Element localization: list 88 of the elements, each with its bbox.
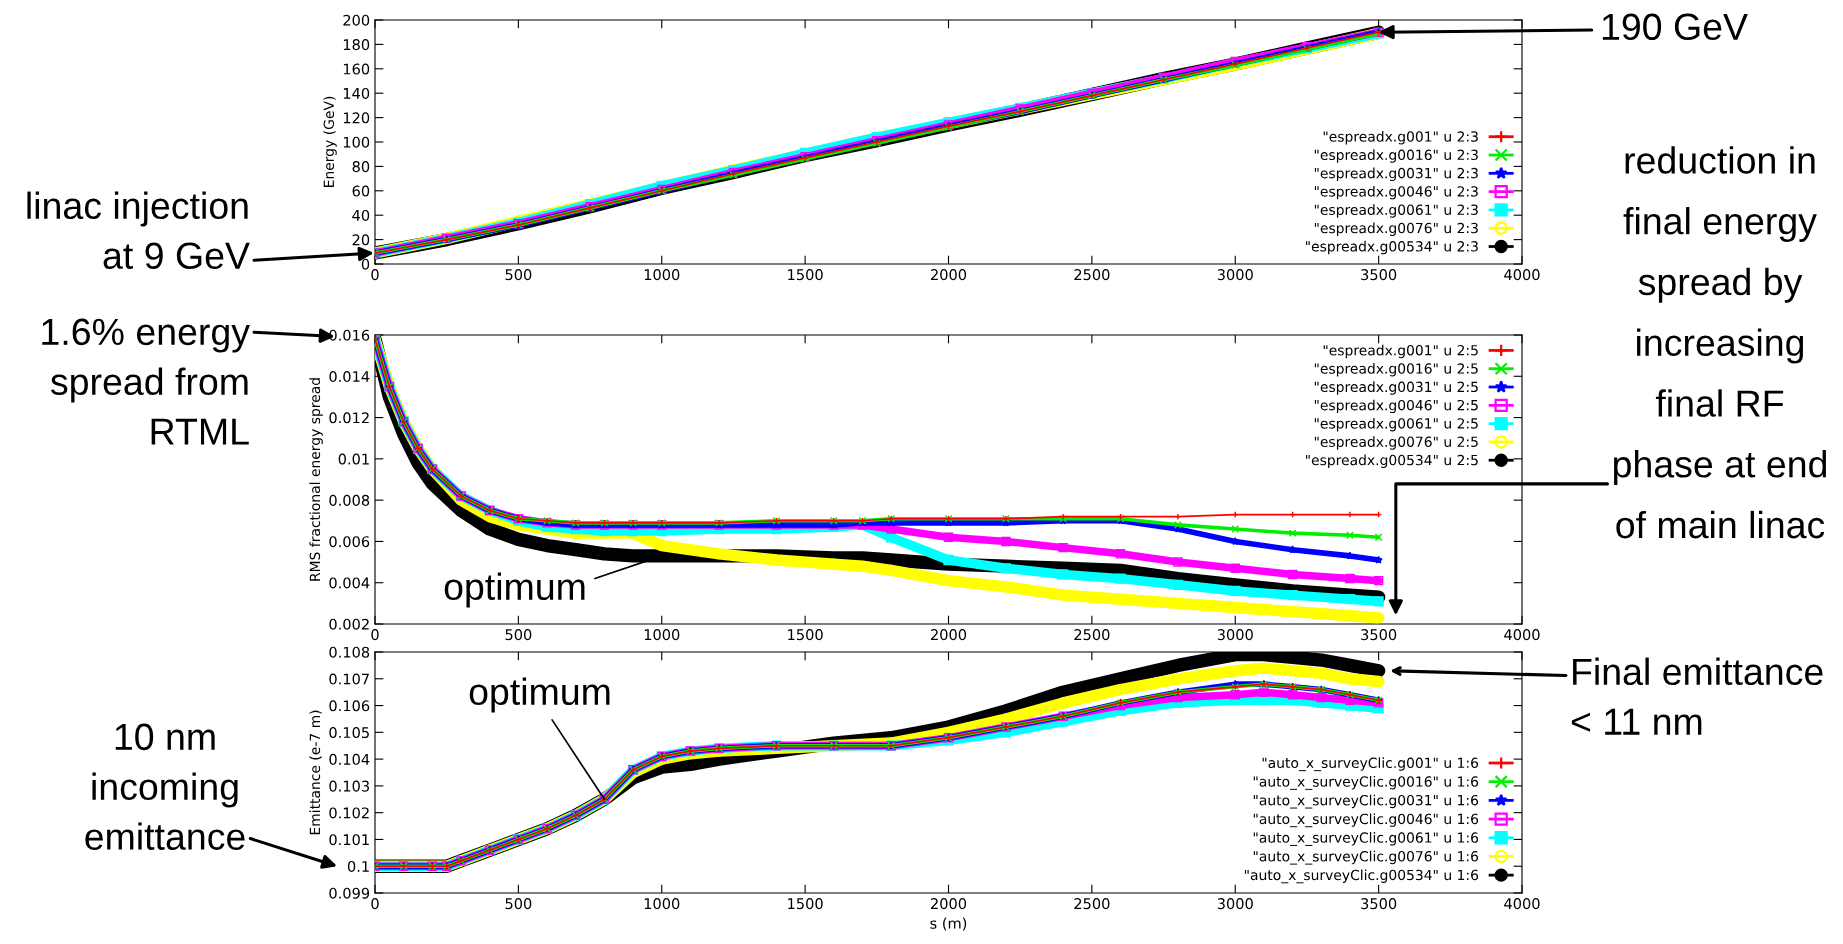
y-tick-label: 0.002 [329, 618, 369, 630]
x-tick-label: 2000 [931, 629, 967, 641]
y-tick-label: 40 [352, 209, 370, 221]
text: 10 nm incoming emittance [85, 723, 245, 850]
x-tick-label: 3000 [1217, 629, 1253, 641]
legend-label: "espreadx.g0046" u 2:3 [1314, 185, 1478, 200]
y-tick-label: 60 [352, 185, 370, 197]
legend-label: "auto_x_surveyClic.g0061" u 1:6 [1253, 832, 1479, 846]
y-tick-label: 0.008 [329, 494, 370, 506]
annotation: optimum [469, 677, 610, 713]
x-tick-label: 1000 [644, 898, 680, 910]
y-tick-label: 0.014 [329, 371, 370, 383]
legend-label: "espreadx.g00534" u 2:3 [1306, 240, 1478, 255]
x-tick-label: 1000 [644, 269, 680, 281]
legend-label: "espreadx.g00534" u 2:5 [1306, 454, 1478, 468]
annotation: optimum [444, 572, 585, 608]
legend-label: "espreadx.g001" u 2:3 [1323, 131, 1478, 145]
y-tick-label: 0.105 [329, 727, 369, 739]
y-tick-label: 0.106 [329, 700, 370, 712]
x-tick-label: 500 [505, 629, 532, 641]
y-tick-label: 0.01 [338, 453, 369, 465]
y-tick-label: 0.006 [329, 536, 370, 548]
x-tick-label: 2000 [931, 269, 967, 281]
legend-label: "espreadx.g0016" u 2:3 [1314, 149, 1478, 163]
x-axis-title: s (m) [930, 917, 967, 931]
x-tick-label: 4000 [1504, 629, 1540, 641]
legend-label: "espreadx.g0031" u 2:3 [1314, 167, 1478, 182]
x-tick-label: 2500 [1074, 269, 1110, 281]
text: linac injection at 9 GeV [27, 191, 250, 270]
x-tick-label: 0 [371, 898, 379, 910]
y-tick-label: 20 [352, 234, 370, 246]
y-tick-label: 0.102 [329, 807, 369, 819]
y-tick-label: 0.104 [329, 753, 370, 765]
legend-label: "auto_x_surveyClic.g0076" u 1:6 [1253, 850, 1479, 865]
text: 1.6% energy spread from RTML [42, 318, 250, 445]
legend-label: "espreadx.g0046" u 2:5 [1314, 399, 1478, 414]
x-tick-label: 1000 [644, 629, 680, 641]
legend-label: "auto_x_surveyClic.g0016" u 1:6 [1253, 776, 1479, 790]
legend-label: "espreadx.g0031" u 2:5 [1314, 381, 1478, 395]
x-tick-label: 3500 [1361, 629, 1397, 641]
y-tick-label: 0.012 [329, 412, 369, 424]
y-tick-label: 0.099 [329, 887, 370, 899]
x-tick-label: 2000 [931, 898, 967, 910]
text: reduction in final energy spread by increasing final RF phase at end of main linac [1614, 146, 1827, 539]
y-tick-label: 0.004 [329, 577, 370, 589]
x-tick-label: 500 [505, 269, 532, 281]
legend-label: "espreadx.g0061" u 2:5 [1314, 417, 1478, 432]
y-tick-label: 120 [343, 112, 370, 124]
x-tick-label: 3000 [1217, 269, 1253, 281]
legend-label: "espreadx.g001" u 2:5 [1323, 344, 1478, 359]
y-tick-label: 140 [343, 87, 370, 99]
x-tick-label: 3500 [1361, 269, 1397, 281]
legend-label: "auto_x_surveyClic.g001" u 1:6 [1262, 757, 1479, 772]
y-tick-label: 80 [352, 161, 370, 173]
text: Final emittance < 11 nm [1571, 657, 1823, 735]
y-tick-label: 0 [361, 258, 370, 270]
legend-label: "espreadx.g0016" u 2:5 [1314, 363, 1478, 377]
y-axis-title: RMS fractional energy spread [309, 378, 323, 581]
x-tick-label: 4000 [1504, 269, 1540, 281]
x-tick-label: 2500 [1074, 898, 1110, 910]
y-tick-label: 0.103 [329, 780, 369, 792]
x-tick-label: 500 [505, 898, 532, 910]
y-tick-label: 180 [343, 39, 370, 51]
y-tick-label: 0.107 [329, 673, 369, 685]
legend-label: "espreadx.g0076" u 2:3 [1314, 222, 1478, 236]
x-tick-label: 0 [371, 269, 379, 281]
y-tick-label: 0.101 [329, 834, 369, 846]
y-tick-label: 200 [343, 14, 370, 26]
legend-label: "auto_x_surveyClic.g0031" u 1:6 [1253, 794, 1479, 809]
legend-label: "espreadx.g0076" u 2:5 [1314, 436, 1478, 450]
y-tick-label: 160 [343, 63, 370, 75]
x-tick-label: 0 [371, 629, 379, 641]
y-axis-title: Energy (GeV) [323, 96, 337, 187]
x-tick-label: 1500 [788, 269, 823, 281]
legend-label: "espreadx.g0061" u 2:3 [1314, 204, 1478, 218]
x-tick-label: 1500 [788, 629, 823, 641]
annotation: 190 GeV [1602, 13, 1748, 41]
y-tick-label: 0.1 [347, 860, 369, 872]
legend-label: "auto_x_surveyClic.g0046" u 1:6 [1253, 813, 1479, 828]
y-tick-label: 0.108 [329, 646, 370, 658]
x-tick-label: 3500 [1361, 898, 1397, 910]
x-tick-label: 2500 [1074, 629, 1110, 641]
x-tick-label: 1500 [788, 898, 823, 910]
y-axis-title: Emittance (e-7 m) [309, 710, 322, 835]
y-tick-label: 100 [343, 136, 370, 148]
x-tick-label: 3000 [1217, 898, 1253, 910]
x-tick-label: 4000 [1504, 898, 1540, 910]
legend-label: "auto_x_surveyClic.g00534" u 1:6 [1244, 869, 1479, 884]
